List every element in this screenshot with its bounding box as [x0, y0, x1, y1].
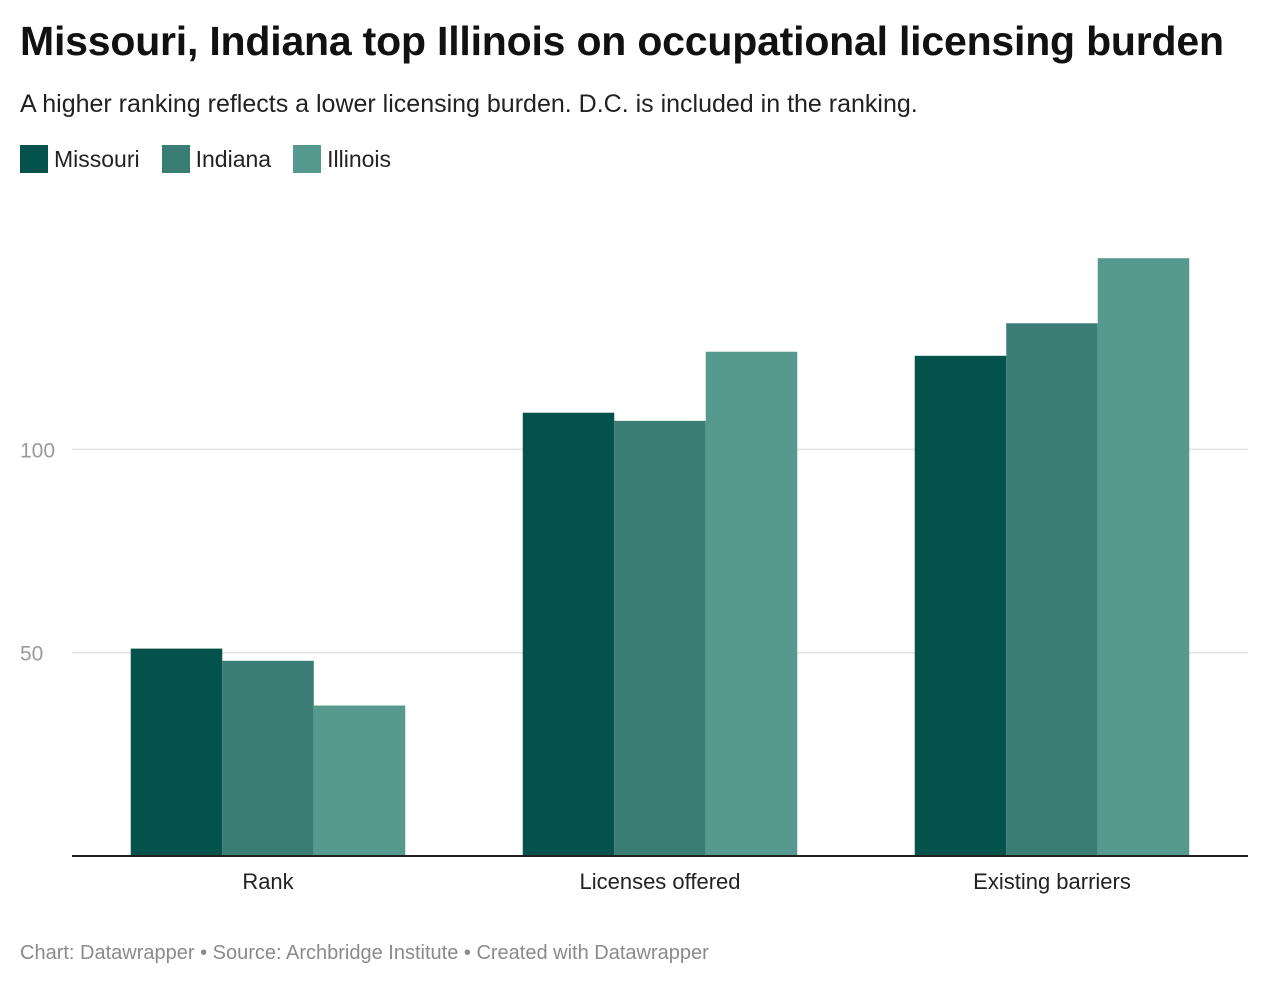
bar-missouri-existing-barriers	[914, 355, 1007, 856]
legend-item-missouri: Missouri	[20, 145, 140, 173]
bar-illinois-rank	[313, 705, 406, 856]
chart-title: Missouri, Indiana top Illinois on occupa…	[20, 18, 1224, 64]
legend-label-illinois: Illinois	[327, 145, 392, 172]
bar-missouri-rank	[130, 648, 223, 856]
legend-swatch-illinois	[293, 145, 322, 173]
bar-indiana-licenses-offered	[614, 420, 706, 856]
bar-indiana-rank	[222, 660, 314, 856]
legend-swatch-indiana	[161, 145, 190, 173]
legend: Missouri Indiana Illinois	[20, 145, 413, 173]
y-tick-label-50: 50	[20, 643, 43, 666]
legend-item-indiana: Indiana	[161, 145, 272, 173]
bar-illinois-licenses-offered	[705, 351, 798, 856]
category-labels: Rank Licenses offered Existing barriers	[242, 869, 1131, 894]
x-tick-label-rank: Rank	[242, 869, 294, 894]
bar-indiana-existing-barriers	[1006, 323, 1098, 856]
y-tick-label-100: 100	[20, 439, 55, 462]
chart-subtitle: A higher ranking reflects a lower licens…	[20, 90, 918, 118]
legend-swatch-missouri	[20, 145, 48, 173]
legend-label-indiana: Indiana	[195, 145, 272, 172]
chart-footer: Chart: Datawrapper • Source: Archbridge …	[20, 942, 709, 964]
bar-chart: 50 100 Rank Licenses offered Existing barri…	[20, 258, 1248, 894]
bar-missouri-licenses-offered	[522, 412, 615, 856]
x-tick-label-licenses-offered: Licenses offered	[579, 869, 740, 894]
legend-item-illinois: Illinois	[293, 145, 391, 173]
x-tick-label-existing-barriers: Existing barriers	[973, 869, 1131, 894]
bars	[130, 258, 1190, 856]
bar-illinois-existing-barriers	[1097, 258, 1190, 856]
legend-label-missouri: Missouri	[54, 145, 140, 172]
